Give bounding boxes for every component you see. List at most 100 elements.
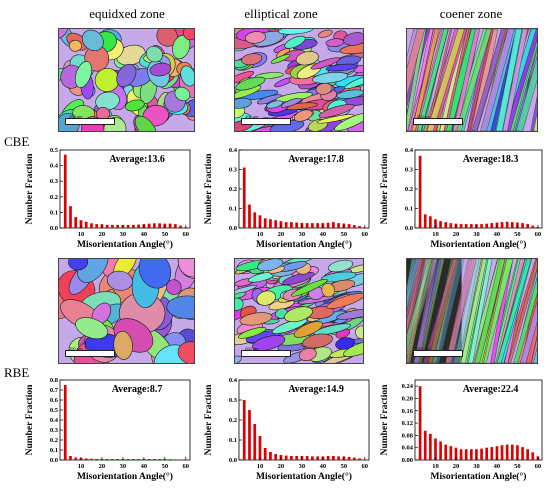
y-tick-label: 0.04 <box>402 445 414 452</box>
ebsd-map-rbe-elliptical: 200 μm <box>234 258 364 364</box>
bar <box>439 441 442 460</box>
grain <box>507 259 537 363</box>
row-label-rbe: RBE <box>4 365 30 380</box>
bar <box>429 433 432 460</box>
bar <box>305 223 309 228</box>
bar <box>510 444 514 460</box>
grain <box>327 259 354 273</box>
bar <box>116 224 120 228</box>
bar <box>74 217 78 228</box>
scale-label: 200 μm <box>417 114 431 119</box>
grain <box>433 259 460 363</box>
y-tick-label: 0.4 <box>50 417 59 424</box>
grain <box>407 259 437 360</box>
grain <box>278 29 314 35</box>
bar <box>274 454 278 460</box>
bar <box>84 221 88 228</box>
ebsd-map-cbe-equiaxed: 200 μm <box>58 28 195 132</box>
bar <box>316 223 319 228</box>
grain <box>302 333 333 349</box>
x-axis-label: Misorientation Angle(°) <box>431 239 527 250</box>
ebsd-map-rbe-equiaxed: 200 μm <box>58 258 195 364</box>
bar <box>105 224 109 228</box>
y-tick-label: 0.3 <box>229 167 238 174</box>
bar <box>449 446 453 460</box>
bar <box>105 459 109 460</box>
grain <box>343 339 363 357</box>
bar <box>531 452 535 460</box>
grain <box>180 65 194 87</box>
bar <box>263 218 267 228</box>
x-axis-label: Misorientation Angle(°) <box>77 239 173 250</box>
grain <box>343 74 363 90</box>
grain <box>407 259 428 334</box>
scale-bar <box>413 350 463 357</box>
grain <box>445 259 475 363</box>
grain <box>235 355 242 363</box>
x-tick-label: 10 <box>257 463 264 470</box>
y-tick-label: 0.3 <box>229 397 238 404</box>
x-tick-label: 60 <box>535 231 542 238</box>
y-tick-label: 0.20 <box>402 395 413 402</box>
scale-bar <box>413 118 463 125</box>
grain <box>235 297 244 311</box>
bar <box>132 459 135 460</box>
bar <box>305 456 309 460</box>
x-axis-label: Misorientation Angle(°) <box>431 471 527 482</box>
y-tick-label: 0.16 <box>402 408 414 415</box>
grain <box>256 290 276 306</box>
bar <box>475 449 478 460</box>
grain <box>266 100 284 109</box>
bar <box>459 449 463 460</box>
bar <box>444 222 448 228</box>
bar <box>179 225 182 228</box>
bar <box>147 223 151 228</box>
grain <box>407 29 427 131</box>
grain <box>293 109 313 122</box>
bar <box>158 459 161 460</box>
y-tick-label: 0.1 <box>229 206 237 213</box>
scale-label: 200 μm <box>69 346 83 351</box>
grain <box>407 259 438 363</box>
bar <box>418 155 422 228</box>
bar <box>500 445 504 460</box>
grain <box>252 335 286 351</box>
grain <box>465 259 489 363</box>
bar <box>505 221 509 228</box>
chart-title: Average:18.3 <box>463 154 519 165</box>
grain <box>321 282 335 298</box>
scale-label: 200 μm <box>245 346 259 351</box>
bar <box>352 457 356 460</box>
grain <box>407 259 421 314</box>
grain <box>474 259 506 363</box>
grain <box>428 259 459 363</box>
x-tick-label: 40 <box>494 463 501 470</box>
x-tick-label: 60 <box>183 463 190 470</box>
x-tick-label: 20 <box>99 231 106 238</box>
plot-frame <box>414 149 543 229</box>
ebsd-map-cbe-corner: 200 μm <box>406 28 538 132</box>
bar <box>253 212 257 228</box>
grain <box>312 72 349 84</box>
ebsd-map-cbe-elliptical: 200 μm <box>234 28 364 132</box>
x-tick-label: 20 <box>278 231 285 238</box>
grain <box>76 259 109 283</box>
bar <box>331 456 335 460</box>
y-tick-label: 0.7 <box>50 387 59 394</box>
grain <box>495 29 523 131</box>
ebsd-grains <box>235 29 363 131</box>
x-tick-label: 50 <box>514 231 521 238</box>
grain <box>412 259 443 363</box>
grain <box>407 29 425 96</box>
bar <box>510 222 514 228</box>
grain <box>452 29 481 131</box>
bar <box>485 223 489 228</box>
grain <box>407 259 421 319</box>
bar <box>253 424 257 460</box>
x-tick-label: 20 <box>278 463 285 470</box>
x-tick-label: 60 <box>362 231 369 238</box>
grain <box>125 99 145 112</box>
bar <box>316 456 319 460</box>
grain <box>467 29 494 131</box>
bar <box>423 430 427 460</box>
